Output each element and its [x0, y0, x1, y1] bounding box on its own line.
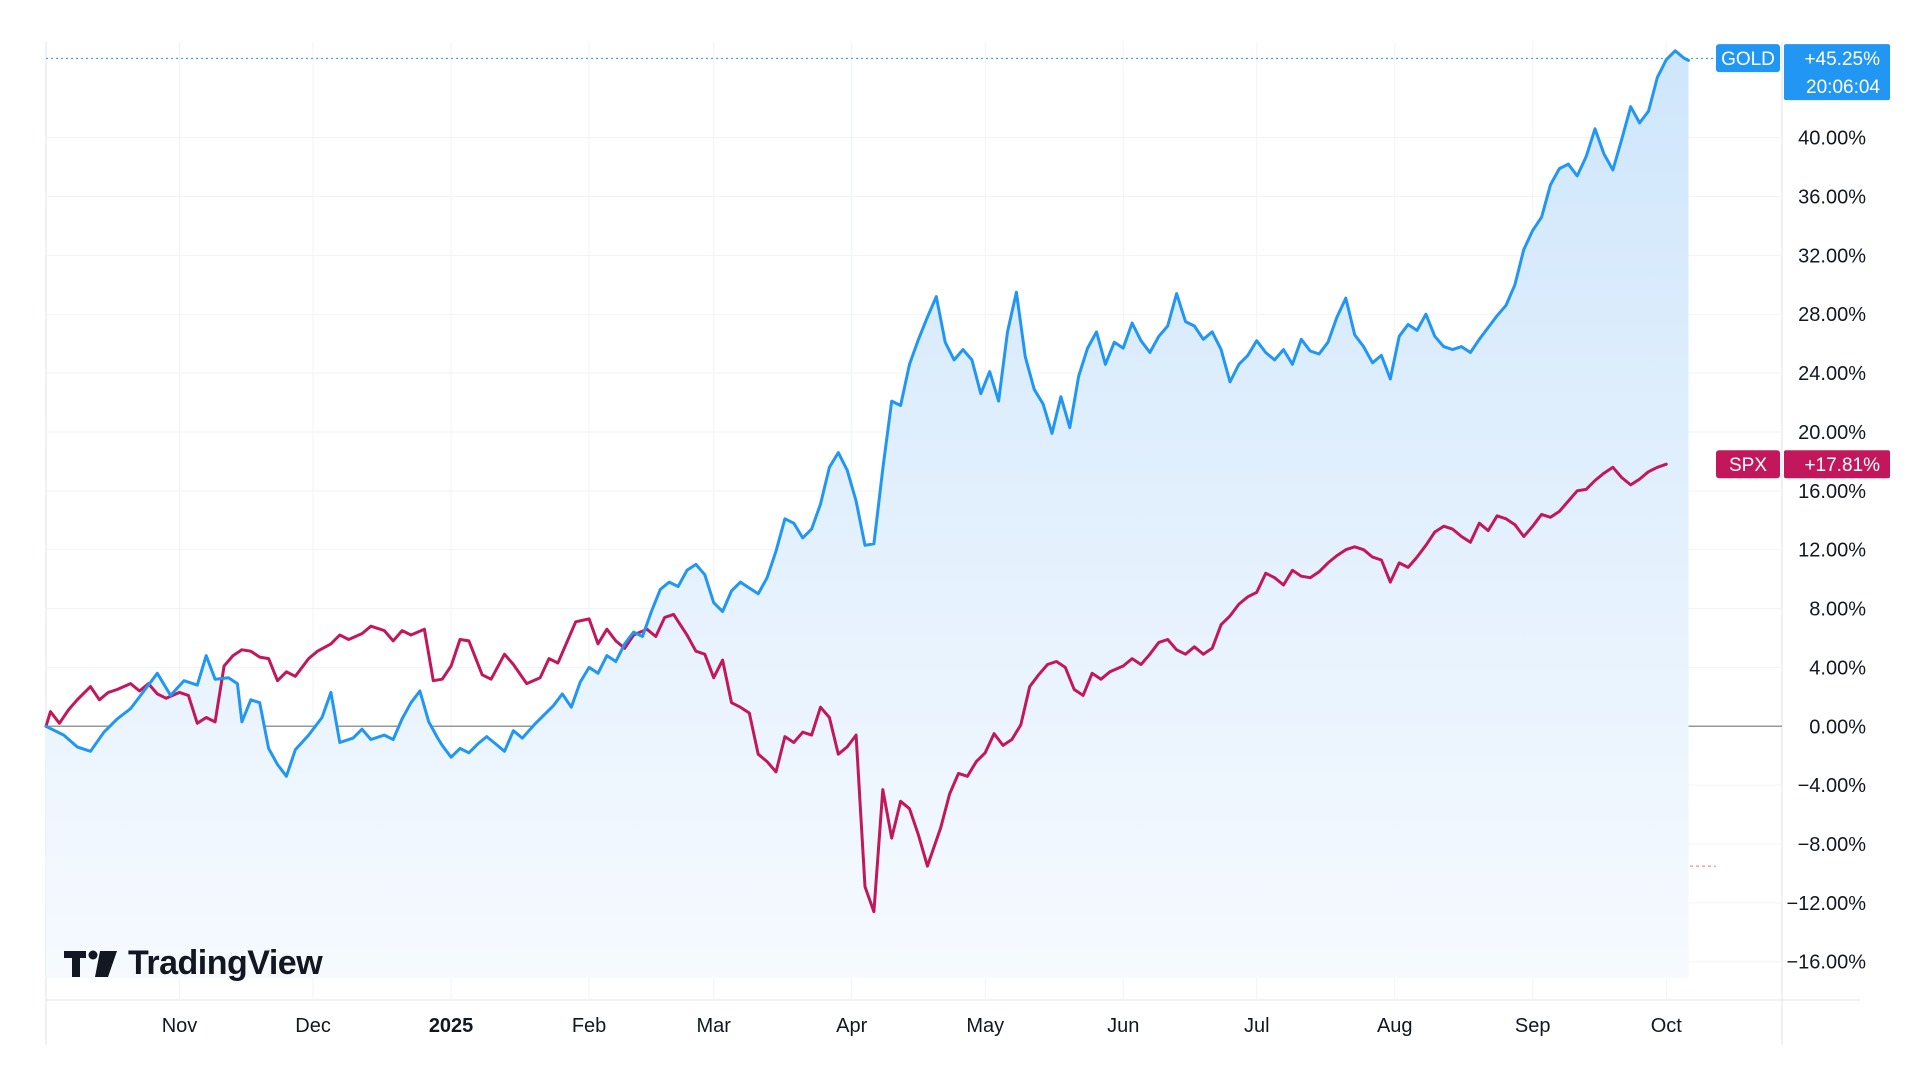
- x-tick-label: Sep: [1515, 1015, 1551, 1037]
- y-tick-label: 4.00%: [1809, 657, 1866, 679]
- x-tick-label: May: [966, 1015, 1004, 1037]
- y-tick-label: 24.00%: [1798, 363, 1866, 385]
- y-tick-label: 20.00%: [1798, 422, 1866, 444]
- time-scale[interactable]: Nov Dec 2025 Feb Mar Apr May Jun Jul Aug Sep Oct: [162, 1015, 1683, 1037]
- tradingview-logo[interactable]: TradingView: [64, 944, 323, 983]
- x-tick-label: Oct: [1651, 1015, 1683, 1037]
- y-tick-label: −4.00%: [1798, 775, 1867, 797]
- x-tick-label: Jul: [1244, 1015, 1270, 1037]
- gold-area-fill: [46, 50, 1689, 978]
- tradingview-logo-icon: [64, 950, 117, 977]
- y-tick-label: 40.00%: [1798, 128, 1866, 150]
- x-tick-label: Apr: [836, 1015, 867, 1037]
- spx-value-tag: [1784, 450, 1890, 479]
- spx-name-tag: [1716, 450, 1780, 479]
- spx-badge: SPX +17.81%: [1716, 450, 1890, 479]
- y-tick-label: 16.00%: [1798, 481, 1866, 503]
- spx-name-label: SPX: [1729, 455, 1767, 476]
- gold-badge: GOLD +45.25% 20:06:04: [1716, 44, 1890, 101]
- x-tick-label: Mar: [696, 1015, 731, 1037]
- y-tick-label: 32.00%: [1798, 245, 1866, 267]
- series-lines: [44, 49, 1690, 914]
- gold-countdown-label: 20:06:04: [1806, 77, 1880, 98]
- y-tick-label: −16.00%: [1786, 952, 1866, 974]
- x-tick-label: Aug: [1377, 1015, 1413, 1037]
- y-tick-label: 12.00%: [1798, 540, 1866, 562]
- x-tick-label: 2025: [429, 1015, 474, 1037]
- y-tick-label: 28.00%: [1798, 304, 1866, 326]
- gold-value-tag: [1784, 44, 1890, 101]
- x-tick-label: Feb: [572, 1015, 606, 1037]
- y-tick-label: 8.00%: [1809, 599, 1866, 621]
- tradingview-logo-text: TradingView: [128, 944, 323, 982]
- y-tick-label: 0.00%: [1809, 716, 1866, 738]
- price-scale[interactable]: 40.00% 36.00% 32.00% 28.00% 24.00% 20.00% 16.0…: [1786, 128, 1866, 974]
- gold-value-label: +45.25%: [1804, 49, 1880, 70]
- price-badges: GOLD +45.25% 20:06:04 SPX +17.81%: [1716, 44, 1890, 479]
- y-tick-label: 36.00%: [1798, 187, 1866, 209]
- x-tick-label: Dec: [295, 1015, 331, 1037]
- spx-value-label: +17.81%: [1804, 455, 1880, 476]
- gold-name-tag: [1716, 44, 1780, 73]
- x-tick-label: Jun: [1107, 1015, 1139, 1037]
- gold-area: [46, 50, 1689, 978]
- x-tick-label: Nov: [162, 1015, 198, 1037]
- y-tick-label: −12.00%: [1786, 893, 1866, 915]
- gold-name-label: GOLD: [1721, 49, 1775, 70]
- gold-series-line[interactable]: [44, 49, 1690, 778]
- spx-series-line[interactable]: [44, 462, 1668, 914]
- y-tick-label: −8.00%: [1798, 834, 1867, 856]
